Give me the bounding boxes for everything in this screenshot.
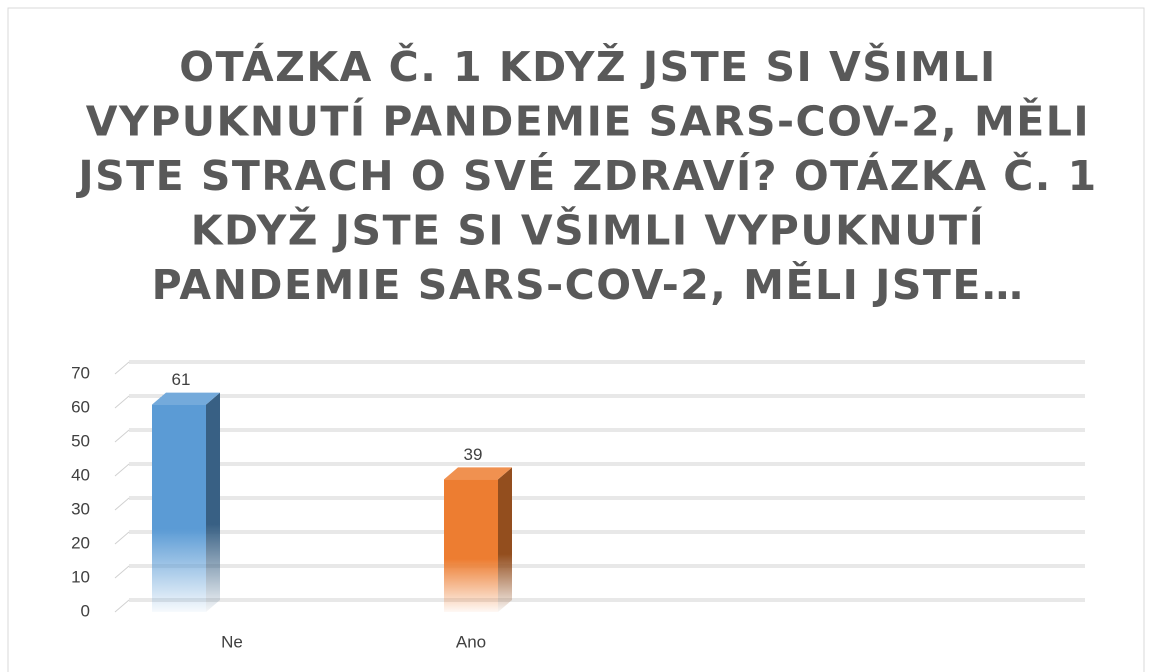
grid-depth <box>114 429 130 443</box>
grid-depth <box>114 361 130 375</box>
y-tick-label: 0 <box>81 601 90 620</box>
grid-depth <box>114 599 130 613</box>
x-tick-label: Ne <box>221 632 243 651</box>
bar-top <box>152 392 220 405</box>
chart-title: KDYŽ JSTE SI VŠIMLI VYPUKNUTÍ <box>191 207 985 255</box>
y-tick-label: 70 <box>71 363 90 382</box>
y-tick-label: 10 <box>71 567 90 586</box>
y-tick-label: 20 <box>71 533 90 552</box>
chart-frame <box>7 7 1145 672</box>
data-label: 61 <box>172 370 191 389</box>
chart-title: PANDEMIE SARS-COV-2, MĚLI JSTE… <box>152 261 1025 309</box>
y-tick-label: 60 <box>71 397 90 416</box>
grid-depth <box>114 497 130 511</box>
bar-side <box>498 467 512 612</box>
grid-depth <box>114 395 130 409</box>
data-label: 39 <box>464 445 483 464</box>
bar-top <box>444 467 512 480</box>
bar <box>152 392 220 612</box>
bar-front <box>444 479 498 612</box>
grid-depth <box>114 565 130 579</box>
chart-title: OTÁZKA Č. 1 KDYŽ JSTE SI VŠIMLI <box>179 43 996 91</box>
chart-title: JSTE STRACH O SVÉ ZDRAVÍ? OTÁZKA Č. 1 <box>75 152 1097 200</box>
chart-title: VYPUKNUTÍ PANDEMIE SARS-COV-2, MĚLI <box>86 98 1090 146</box>
bar <box>444 467 512 612</box>
y-tick-label: 30 <box>71 499 90 518</box>
bar-side <box>206 392 220 612</box>
bar-front <box>152 404 206 612</box>
y-tick-label: 50 <box>71 431 90 450</box>
grid-depth <box>114 463 130 477</box>
x-tick-label: Ano <box>456 632 486 651</box>
y-tick-label: 40 <box>71 465 90 484</box>
grid-depth <box>114 531 130 545</box>
